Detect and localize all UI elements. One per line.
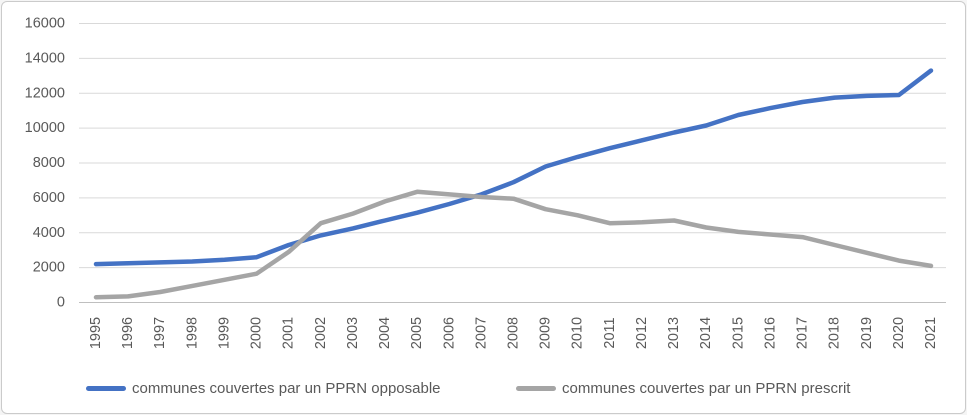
y-tick-label: 4000 bbox=[33, 225, 65, 241]
x-tick-label: 2013 bbox=[666, 317, 682, 349]
y-tick-label: 8000 bbox=[33, 155, 65, 171]
x-tick-label: 1995 bbox=[88, 317, 104, 349]
chart-legend: communes couvertes par un PPRN opposable… bbox=[2, 378, 965, 402]
y-tick-label: 2000 bbox=[33, 260, 65, 276]
x-tick-label: 2003 bbox=[345, 317, 361, 349]
x-tick-label: 2002 bbox=[313, 317, 329, 349]
x-tick-label: 2012 bbox=[634, 317, 650, 349]
x-tick-label: 2017 bbox=[795, 317, 811, 349]
x-tick-label: 2001 bbox=[281, 317, 297, 349]
x-tick-label: 2009 bbox=[538, 317, 554, 349]
legend-item-prescrit: communes couvertes par un PPRN prescrit bbox=[516, 378, 850, 398]
x-tick-label: 2019 bbox=[859, 317, 875, 349]
legend-item-opposable: communes couvertes par un PPRN opposable bbox=[86, 378, 441, 398]
y-tick-label: 12000 bbox=[25, 85, 65, 101]
legend-label-opposable: communes couvertes par un PPRN opposable bbox=[132, 379, 441, 397]
legend-swatch-prescrit bbox=[516, 385, 556, 391]
x-tick-label: 2015 bbox=[730, 317, 746, 349]
x-tick-label: 2004 bbox=[377, 317, 393, 349]
x-tick-label: 2021 bbox=[923, 317, 939, 349]
x-tick-label: 2010 bbox=[570, 317, 586, 349]
x-tick-label: 1999 bbox=[216, 317, 232, 349]
x-tick-label: 2011 bbox=[602, 317, 618, 348]
x-tick-label: 2008 bbox=[506, 317, 522, 349]
x-tick-label: 1996 bbox=[120, 317, 136, 349]
y-tick-label: 10000 bbox=[25, 120, 65, 136]
y-tick-label: 0 bbox=[57, 295, 65, 311]
x-tick-label: 2006 bbox=[441, 317, 457, 349]
x-tick-label: 2005 bbox=[409, 317, 425, 349]
x-tick-label: 1998 bbox=[184, 317, 200, 349]
x-tick-label: 2000 bbox=[249, 317, 265, 349]
x-tick-label: 1997 bbox=[152, 317, 168, 349]
x-tick-label: 2016 bbox=[762, 317, 778, 349]
series-line-prescrit bbox=[93, 189, 934, 300]
legend-swatch-opposable bbox=[86, 385, 126, 391]
x-tick-label: 2018 bbox=[827, 317, 843, 349]
x-tick-label: 2020 bbox=[891, 317, 907, 349]
x-tick-label: 2007 bbox=[473, 317, 489, 349]
y-tick-label: 6000 bbox=[33, 190, 65, 206]
y-tick-label: 14000 bbox=[25, 50, 65, 66]
series-line-opposable bbox=[93, 68, 934, 267]
legend-label-prescrit: communes couvertes par un PPRN prescrit bbox=[562, 379, 851, 397]
x-tick-label: 2014 bbox=[698, 317, 714, 349]
y-tick-label: 16000 bbox=[25, 16, 65, 32]
